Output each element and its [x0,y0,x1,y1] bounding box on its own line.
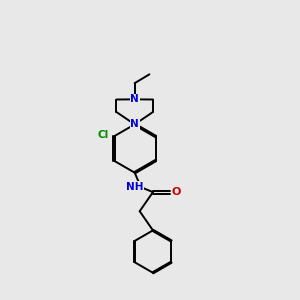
Text: N: N [130,119,139,129]
Text: N: N [130,94,139,104]
Text: NH: NH [126,182,143,192]
Text: O: O [172,187,181,197]
Text: Cl: Cl [98,130,109,140]
